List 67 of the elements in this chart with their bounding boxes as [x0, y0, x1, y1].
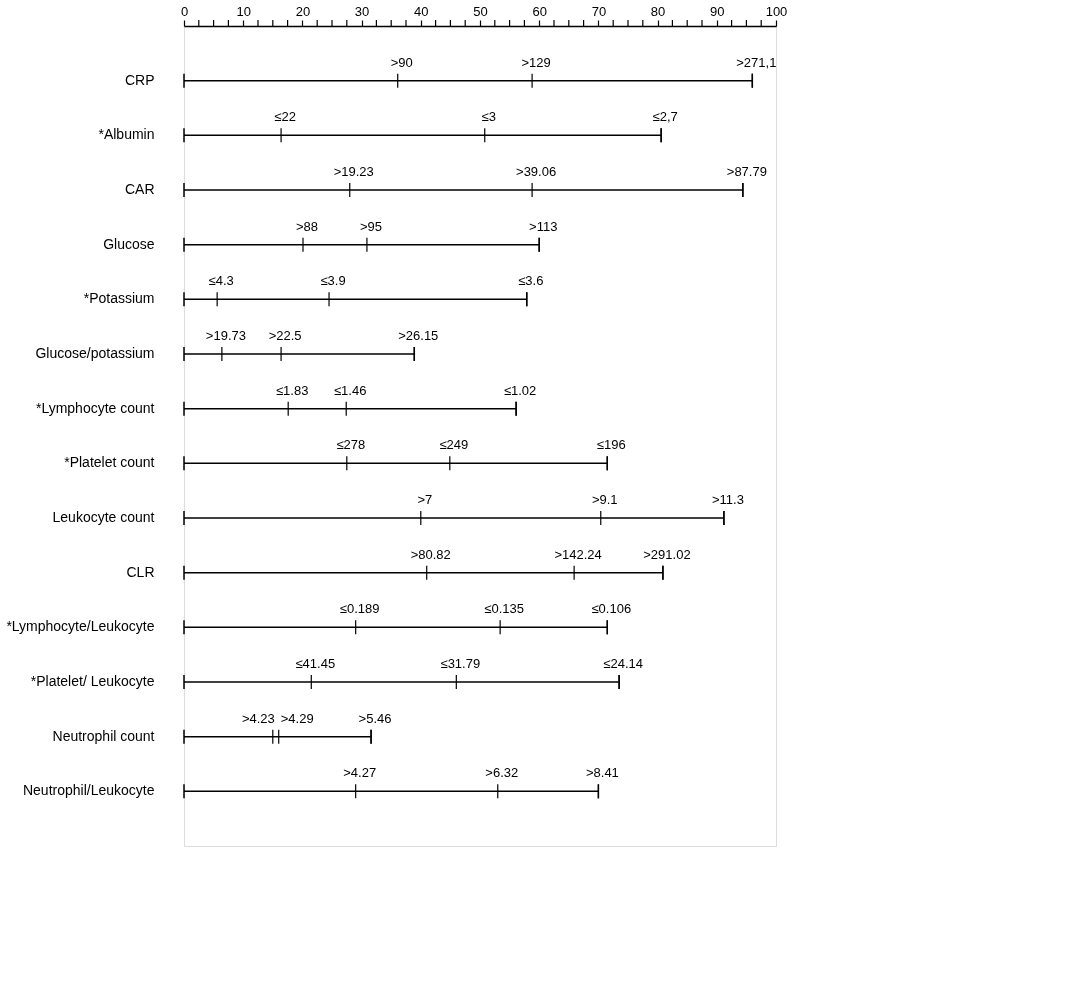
annotation: >90	[390, 54, 413, 70]
annotation: ≤0.106	[591, 601, 632, 617]
y-tick-label: *Platelet count	[64, 454, 155, 471]
x-tick-label: 80	[650, 3, 666, 19]
annotation: ≤31.79	[440, 656, 481, 671]
x-tick-label: 70	[591, 3, 607, 19]
annotation: ≤278	[336, 437, 366, 453]
annotation: ≤2,7	[652, 109, 678, 125]
annotation: >11.3	[711, 492, 744, 507]
annotation: ≤3.9	[320, 273, 346, 289]
annotation: >7	[417, 492, 433, 507]
annotation: >142.24	[554, 546, 602, 562]
annotation: >129	[521, 54, 551, 70]
annotation: >80.82	[410, 546, 451, 562]
annotation: >4.27	[343, 765, 377, 781]
annotation: >271,1	[736, 54, 777, 70]
annotation: >19.73	[205, 328, 246, 343]
annotation: ≤24.14	[603, 656, 643, 671]
x-tick-label: 40	[414, 3, 429, 19]
annotation: ≤22	[274, 109, 296, 125]
annotation: ≤3.6	[518, 273, 544, 289]
annotation: ≤1.46	[333, 382, 367, 398]
annotation: >26.15	[398, 328, 439, 343]
x-tick-label: 100	[765, 3, 788, 19]
annotation: ≤0.189	[339, 601, 380, 617]
annotation: ≤1.02	[503, 382, 537, 398]
annotation: >87.79	[726, 164, 767, 179]
y-tick-label: CRP	[124, 71, 155, 88]
annotation: ≤3	[481, 109, 496, 125]
y-tick-label: *Lymphocyte/Leukocyte	[6, 618, 155, 635]
annotation: >9.1	[591, 492, 618, 507]
annotation: ≤196	[596, 437, 626, 453]
x-tick-label: 0	[180, 3, 189, 19]
annotation: >4.29	[280, 710, 314, 726]
annotation: ≤0.135	[484, 601, 524, 617]
y-tick-label: *Potassium	[83, 290, 155, 307]
y-tick-label: Leukocyte count	[52, 509, 155, 525]
y-tick-label: Neutrophil/Leukocyte	[22, 782, 155, 799]
annotation: >8.41	[585, 765, 619, 781]
y-tick-label: *Platelet/ Leukocyte	[30, 673, 155, 689]
x-tick-label: 30	[354, 3, 370, 19]
y-tick-label: *Lymphocyte count	[35, 399, 155, 416]
y-tick-label: Glucose	[103, 235, 155, 252]
annotation: >22.5	[268, 328, 302, 343]
annotation: >291.02	[643, 546, 691, 562]
annotation: >6.32	[485, 765, 519, 781]
y-tick-label: CLR	[126, 563, 155, 580]
y-tick-label: CAR	[124, 181, 155, 197]
annotation: >113	[529, 218, 558, 234]
annotation: ≤41.45	[295, 656, 336, 671]
annotation: >5.46	[358, 710, 392, 726]
annotation: >39.06	[516, 164, 557, 179]
annotation: >95	[359, 218, 382, 234]
annotation: ≤4.3	[208, 273, 234, 289]
x-tick-label: 10	[236, 3, 251, 19]
x-tick-label: 60	[532, 3, 547, 19]
x-tick-label: 90	[710, 3, 725, 19]
y-tick-label: *Albumin	[98, 126, 155, 143]
annotation: ≤1.83	[275, 382, 309, 398]
annotation: >4.23	[241, 710, 275, 726]
annotation: >88	[295, 218, 319, 234]
y-tick-label: Glucose/potassium	[35, 345, 155, 361]
annotation: >19.23	[333, 164, 374, 179]
x-tick-label: 20	[295, 3, 311, 19]
y-tick-label: Neutrophil count	[52, 727, 155, 744]
x-tick-label: 50	[473, 3, 488, 19]
annotation: ≤249	[439, 437, 469, 453]
